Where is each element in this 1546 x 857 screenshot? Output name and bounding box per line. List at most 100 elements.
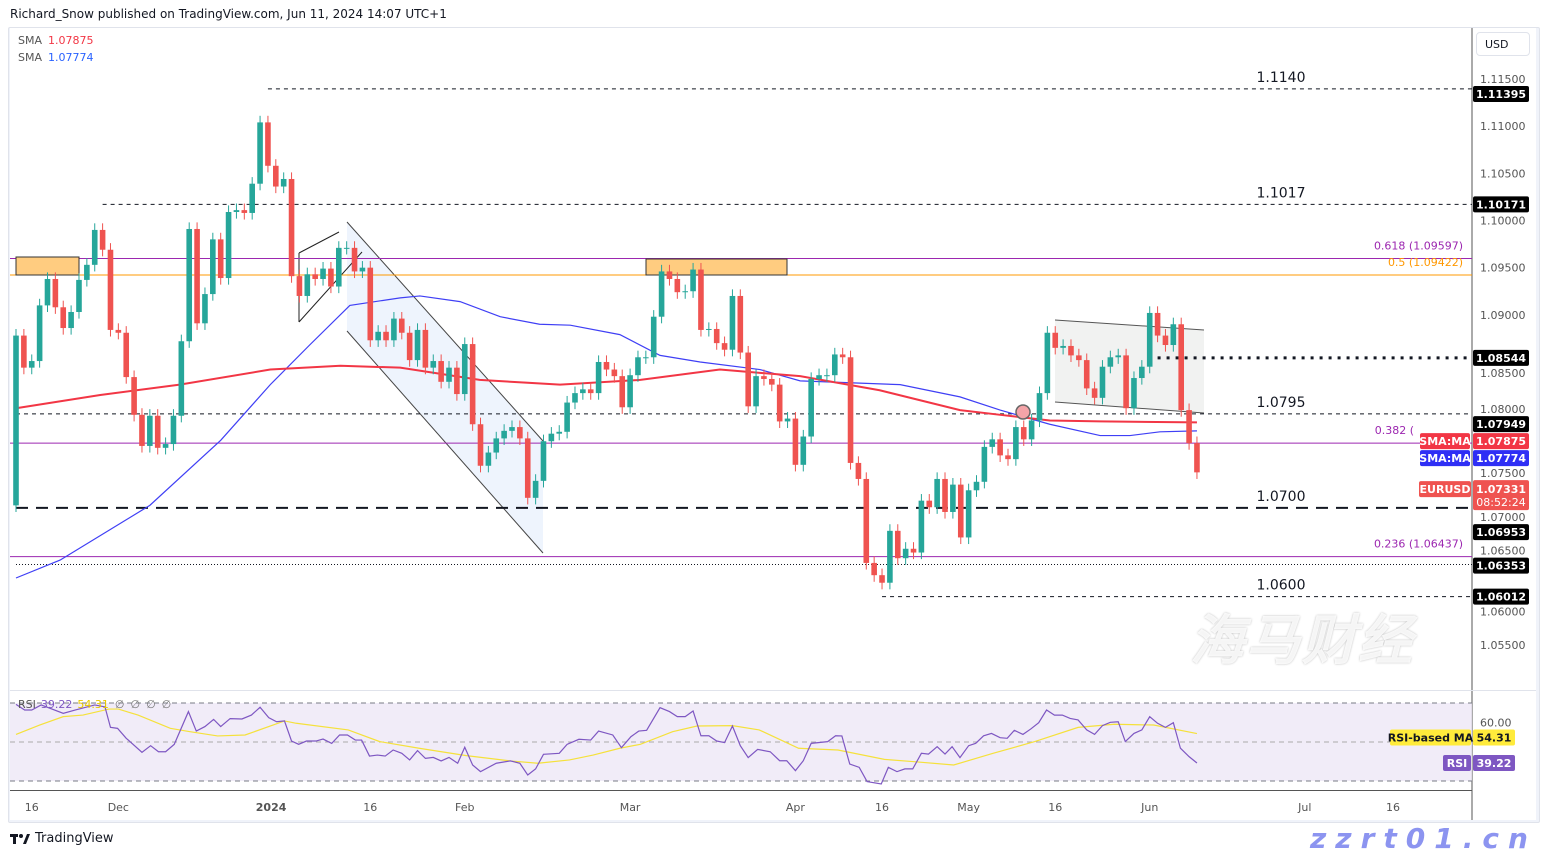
candle <box>265 115 271 173</box>
supply-zone-box <box>645 258 788 276</box>
candle-body <box>115 329 122 333</box>
candle-body <box>556 431 563 434</box>
time-tick-label: 16 <box>1048 801 1062 814</box>
candle <box>950 478 956 519</box>
watermark-url: zzrt01.cn <box>1310 822 1537 855</box>
legend-sma-blue[interactable]: SMA 1.07774 <box>18 51 94 64</box>
wedge-upper-line <box>298 231 340 254</box>
candle <box>422 323 429 375</box>
candle-body <box>564 402 570 432</box>
candle-body <box>1107 357 1114 367</box>
candle-body <box>572 393 578 403</box>
candle <box>887 524 893 590</box>
candle-body <box>469 344 476 425</box>
candle <box>375 325 381 347</box>
time-tick-label: Jul <box>1297 801 1311 814</box>
candle <box>170 409 177 451</box>
candle <box>406 326 413 367</box>
rsi-legend-empty: ∅ <box>115 698 125 711</box>
candle-body <box>383 331 389 341</box>
candle-body <box>1194 443 1200 473</box>
candle <box>367 261 374 347</box>
candle-body <box>225 212 232 279</box>
level-label: 1.0795 <box>1257 395 1306 411</box>
candle-body <box>131 377 137 415</box>
candle <box>501 424 507 446</box>
symbol-tag: EURUSD <box>1420 483 1471 496</box>
candle-body <box>650 316 657 358</box>
candle <box>769 372 775 392</box>
candle-body <box>84 264 90 280</box>
candle <box>335 241 342 294</box>
candle <box>540 434 547 488</box>
candle-body <box>918 500 925 553</box>
candle <box>973 475 980 497</box>
candle <box>926 494 933 514</box>
candle-body <box>265 122 271 166</box>
price-level-tag-bg <box>1473 588 1529 605</box>
price-level-tag: 1.06353 <box>1476 560 1526 573</box>
candle-body <box>194 228 200 324</box>
candle <box>257 115 263 191</box>
candle-body <box>627 375 633 408</box>
candle <box>1005 448 1011 466</box>
candle <box>1154 306 1161 343</box>
candle <box>847 350 854 470</box>
price-tick-label: 1.07500 <box>1480 467 1526 480</box>
candle-body <box>816 375 822 379</box>
candle <box>871 556 877 582</box>
candle <box>564 395 570 439</box>
candle <box>674 272 681 299</box>
candle <box>430 354 437 375</box>
candle-body <box>1154 312 1161 336</box>
last-price-value: 1.07331 <box>1476 483 1526 496</box>
candle <box>524 431 531 505</box>
candle-body <box>729 295 736 350</box>
rsi-legend-empty: ∅ <box>162 698 172 711</box>
price-level-tag-bg <box>1473 86 1529 102</box>
candle <box>761 369 767 386</box>
ma-name-tag: SMA:MA <box>1419 452 1471 465</box>
candle <box>414 323 421 367</box>
candle <box>706 322 712 337</box>
price-level-tag: 1.06012 <box>1476 591 1526 604</box>
price-level-tag: 1.07949 <box>1476 418 1526 431</box>
last-price-tag-bg <box>1473 480 1529 511</box>
candle <box>627 368 633 414</box>
candle-body <box>989 439 996 447</box>
candle-body <box>619 376 626 408</box>
currency-button[interactable]: USD <box>1476 32 1530 56</box>
candle-body <box>1123 355 1129 409</box>
candle-body <box>800 436 807 465</box>
candle <box>902 542 909 565</box>
candle <box>800 429 807 472</box>
candle <box>509 420 515 438</box>
rsi-ma-name-tag-bg <box>1390 729 1471 746</box>
candle-body <box>1131 378 1137 409</box>
candle <box>981 440 988 489</box>
candle-body <box>847 357 854 463</box>
candle-body <box>540 441 547 481</box>
price-level-tag-bg <box>1473 349 1529 366</box>
sma-red-line <box>15 364 1197 424</box>
tradingview-brand[interactable]: TradingView <box>10 831 114 846</box>
candle <box>107 243 114 337</box>
candle <box>1044 326 1051 400</box>
candle-body <box>202 294 208 324</box>
candle-body <box>635 357 641 376</box>
price-tick-label: 1.07000 <box>1480 511 1526 524</box>
candle <box>737 289 744 360</box>
legend-sma-red[interactable]: SMA 1.07875 <box>18 34 94 47</box>
candle-body <box>162 444 169 448</box>
candle-body <box>776 384 783 422</box>
candle <box>343 241 350 255</box>
candle <box>1028 413 1035 446</box>
price-tick-label: 1.08500 <box>1480 367 1526 380</box>
candle <box>288 172 295 283</box>
time-tick-label: Feb <box>455 801 474 814</box>
bull-flag-lower <box>1054 401 1205 414</box>
candle-body <box>1013 427 1019 460</box>
candle <box>139 408 145 453</box>
price-level-tag-bg <box>1473 416 1529 433</box>
